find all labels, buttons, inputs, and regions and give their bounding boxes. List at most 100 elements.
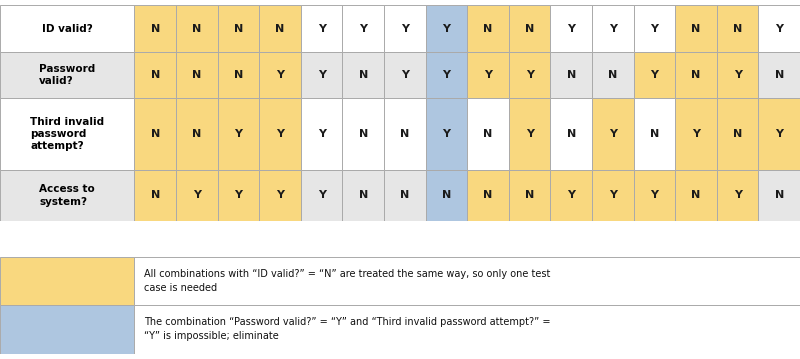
Text: Y: Y <box>276 70 284 80</box>
Bar <box>384 52 426 98</box>
Bar <box>634 52 675 98</box>
Bar <box>134 257 800 305</box>
Bar <box>550 170 592 221</box>
Bar <box>0 257 134 305</box>
Text: The combination “Password valid?” = “Y” and “Third invalid password attempt?” =
: The combination “Password valid?” = “Y” … <box>144 317 550 341</box>
Text: Y: Y <box>401 24 409 33</box>
Bar <box>509 170 550 221</box>
Bar <box>384 98 426 170</box>
Text: Y: Y <box>734 191 742 200</box>
Text: Y: Y <box>692 129 700 139</box>
Text: Y: Y <box>567 24 575 33</box>
Text: ID valid?: ID valid? <box>42 24 93 33</box>
Text: Y: Y <box>318 70 326 80</box>
Text: N: N <box>358 191 368 200</box>
Bar <box>259 52 301 98</box>
Text: Y: Y <box>609 191 617 200</box>
Text: N: N <box>483 129 493 139</box>
Bar <box>134 5 176 52</box>
Bar <box>259 5 301 52</box>
Bar <box>758 170 800 221</box>
Bar <box>675 170 717 221</box>
Bar <box>717 52 758 98</box>
Text: Y: Y <box>775 24 783 33</box>
Bar <box>301 5 342 52</box>
Bar <box>426 52 467 98</box>
Bar <box>426 5 467 52</box>
Bar <box>301 170 342 221</box>
Text: Y: Y <box>609 24 617 33</box>
Text: Y: Y <box>734 70 742 80</box>
Text: N: N <box>234 24 243 33</box>
Bar <box>426 170 467 221</box>
Bar <box>550 98 592 170</box>
Text: N: N <box>358 129 368 139</box>
Text: Y: Y <box>526 70 534 80</box>
Bar <box>301 52 342 98</box>
Text: N: N <box>192 129 202 139</box>
Text: Y: Y <box>318 191 326 200</box>
Bar <box>0 305 134 354</box>
Text: N: N <box>192 70 202 80</box>
Bar <box>592 170 634 221</box>
Text: Y: Y <box>650 191 658 200</box>
Bar <box>509 52 550 98</box>
Text: N: N <box>691 70 701 80</box>
Bar <box>717 5 758 52</box>
Text: N: N <box>650 129 659 139</box>
Text: N: N <box>483 191 493 200</box>
Text: N: N <box>400 129 410 139</box>
Text: Y: Y <box>609 129 617 139</box>
Bar <box>176 52 218 98</box>
Text: N: N <box>150 191 160 200</box>
Bar <box>467 98 509 170</box>
Bar <box>467 52 509 98</box>
Text: N: N <box>400 191 410 200</box>
Bar <box>176 98 218 170</box>
Text: N: N <box>608 70 618 80</box>
Bar <box>592 5 634 52</box>
Text: Y: Y <box>484 70 492 80</box>
Bar <box>384 170 426 221</box>
Text: N: N <box>358 70 368 80</box>
Text: N: N <box>774 191 784 200</box>
Bar <box>342 5 384 52</box>
Text: Y: Y <box>276 191 284 200</box>
Bar <box>758 98 800 170</box>
Bar <box>426 98 467 170</box>
Bar <box>675 98 717 170</box>
Bar <box>550 5 592 52</box>
Bar <box>176 5 218 52</box>
Text: Y: Y <box>359 24 367 33</box>
Bar <box>634 98 675 170</box>
Bar <box>0 52 134 98</box>
Bar <box>634 170 675 221</box>
Bar <box>509 98 550 170</box>
Bar <box>259 170 301 221</box>
Bar <box>134 305 800 354</box>
Text: Y: Y <box>442 24 450 33</box>
Bar <box>134 52 176 98</box>
Bar <box>134 170 176 221</box>
Bar <box>301 98 342 170</box>
Bar <box>758 52 800 98</box>
Bar <box>342 98 384 170</box>
Text: Access to
system?: Access to system? <box>39 184 95 207</box>
Bar <box>259 98 301 170</box>
Text: Y: Y <box>193 191 201 200</box>
Text: Y: Y <box>234 129 242 139</box>
Bar <box>717 170 758 221</box>
Text: N: N <box>150 70 160 80</box>
Bar <box>218 52 259 98</box>
Text: Y: Y <box>442 129 450 139</box>
Bar <box>675 5 717 52</box>
Bar <box>717 98 758 170</box>
Bar <box>675 52 717 98</box>
Bar <box>176 170 218 221</box>
Text: Y: Y <box>318 24 326 33</box>
Text: N: N <box>566 129 576 139</box>
Text: N: N <box>774 70 784 80</box>
Text: All combinations with “ID valid?” = “N” are treated the same way, so only one te: All combinations with “ID valid?” = “N” … <box>144 269 550 293</box>
Text: N: N <box>525 24 534 33</box>
Bar <box>342 170 384 221</box>
